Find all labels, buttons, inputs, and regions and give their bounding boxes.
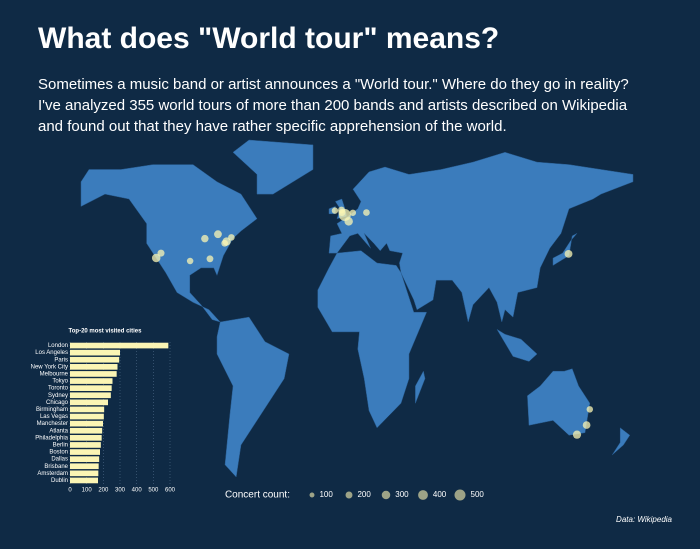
land [80, 164, 258, 323]
y-tick-label: Brisbane [44, 464, 68, 470]
city-dot [201, 234, 209, 243]
y-tick-label: Berlin [53, 443, 68, 449]
y-tick-label: Toronto [48, 386, 69, 392]
y-tick-label: Boston [49, 450, 68, 456]
subtitle: Sometimes a music band or artist announc… [38, 76, 629, 93]
size-legend: 100 200 300 400 500 [309, 489, 485, 501]
legend-circle [418, 490, 428, 500]
y-tick-label: Amsterdam [37, 471, 68, 477]
bar [70, 364, 118, 370]
city-dot [157, 249, 165, 257]
y-tick-label: London [48, 343, 68, 349]
bar [70, 356, 120, 363]
bar [70, 378, 113, 384]
land [232, 139, 314, 195]
x-tick-label: 200 [98, 488, 109, 494]
legend-value: 400 [433, 490, 447, 499]
bar [70, 406, 105, 413]
legend-value: 500 [471, 490, 485, 499]
y-tick-label: Las Vegas [40, 414, 68, 420]
city-dots [151, 206, 594, 439]
legend-label: Concert count: [225, 490, 290, 501]
city-dot [228, 234, 235, 241]
land [216, 316, 290, 478]
x-tick-label: 300 [115, 488, 126, 494]
x-tick-label: 500 [148, 488, 159, 494]
city-dot [151, 253, 161, 263]
bar [70, 470, 99, 477]
city-dot [344, 217, 353, 226]
land [611, 427, 631, 456]
bar [70, 392, 111, 399]
land [328, 152, 634, 323]
city-dot [572, 430, 582, 439]
land [317, 250, 427, 429]
y-tick-label: Dallas [51, 457, 68, 463]
legend-circle [454, 489, 466, 501]
y-tick-label: Dublin [51, 478, 68, 484]
y-tick-label: Los Angeles [35, 350, 68, 356]
city-dot [331, 207, 339, 214]
city-dot [214, 230, 222, 239]
y-tick-label: Sydney [48, 393, 68, 399]
land [527, 368, 591, 436]
legend-value: 300 [395, 490, 409, 499]
bar [70, 442, 101, 448]
inset-title: Top-20 most visited cities [69, 329, 143, 335]
city-dot [586, 406, 594, 413]
bar [70, 413, 104, 420]
legend-circle [345, 491, 353, 499]
x-tick-label: 400 [132, 488, 143, 494]
y-tick-label: Manchester [37, 421, 68, 427]
subtitle: I've analyzed 355 world tours of more th… [38, 97, 628, 114]
city-dot [363, 209, 370, 216]
legend-value: 200 [357, 490, 371, 499]
bar [70, 456, 100, 462]
city-dot [206, 255, 214, 263]
city-dot [221, 239, 229, 247]
x-tick-label: 600 [165, 488, 176, 494]
legend-circle [381, 490, 391, 500]
y-tick-label: Melbourne [40, 372, 69, 378]
bar [70, 399, 108, 406]
y-tick-label: Tokyo [52, 379, 68, 385]
y-tick-label: Chicago [46, 400, 69, 406]
city-dot [349, 209, 357, 216]
city-dot [186, 257, 194, 265]
bar [70, 420, 103, 427]
y-tick-label: Philadelphia [35, 435, 68, 441]
bar [70, 342, 169, 349]
bar [70, 435, 102, 441]
x-tick-label: 0 [68, 488, 72, 494]
legend-value: 100 [319, 490, 333, 499]
city-dot [338, 206, 345, 214]
bar [70, 427, 103, 434]
legend-circle [309, 492, 315, 498]
title: What does "World tour" means? [38, 22, 499, 55]
city-dot [582, 421, 591, 429]
y-tick-label: Birmingham [36, 407, 68, 413]
bar [70, 463, 99, 470]
bar [70, 477, 98, 484]
land [496, 329, 538, 362]
y-tick-label: Atlanta [49, 428, 68, 434]
bar [70, 371, 117, 377]
x-tick-label: 100 [82, 488, 93, 494]
land [415, 370, 426, 404]
subtitle: and found out that they have rather spec… [38, 118, 507, 135]
bar [70, 349, 120, 356]
y-tick-label: New York City [31, 364, 68, 370]
bar [70, 449, 100, 455]
source: Data: Wikipedia [616, 515, 673, 524]
y-tick-label: Paris [54, 357, 68, 363]
city-dot [564, 249, 573, 258]
bar [70, 385, 112, 391]
